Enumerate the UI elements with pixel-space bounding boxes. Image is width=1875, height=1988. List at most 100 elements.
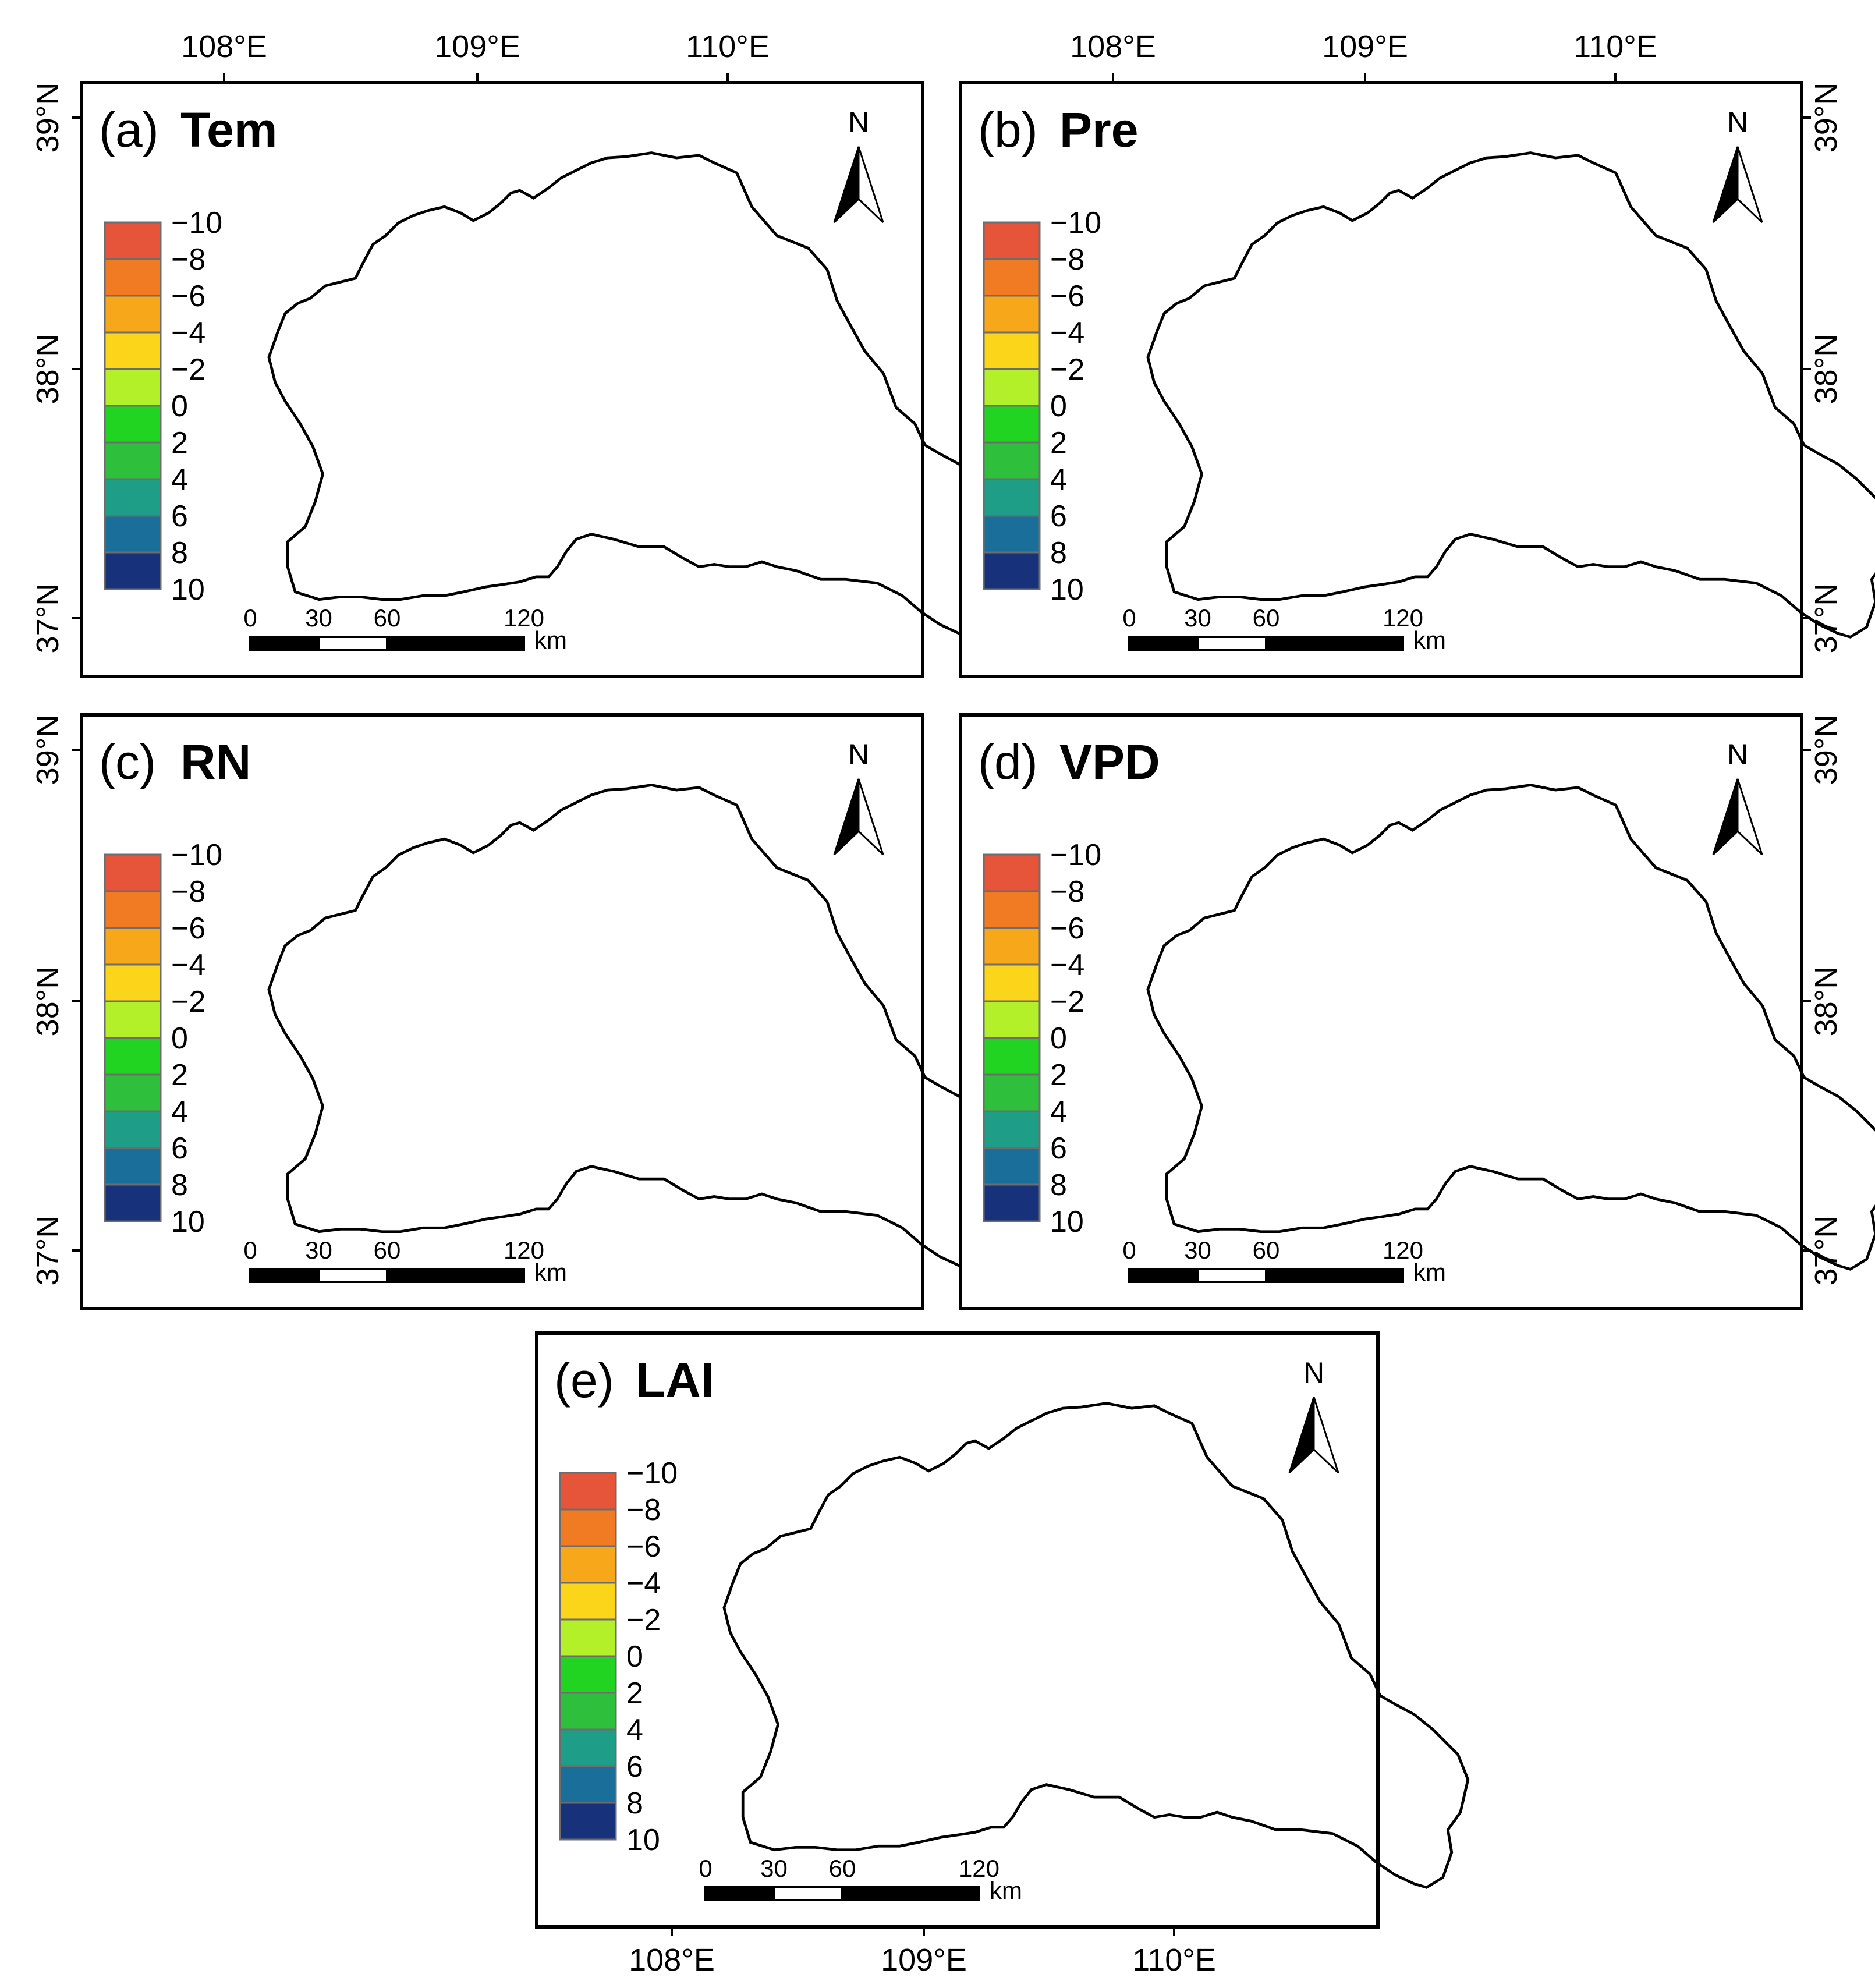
map-cell xyxy=(923,273,934,283)
map-cell xyxy=(941,431,951,441)
map-cell xyxy=(941,282,951,292)
map-cell xyxy=(932,264,942,274)
map-cell xyxy=(950,273,960,283)
map-cell xyxy=(950,598,960,608)
map-cell xyxy=(941,387,951,397)
map-cell xyxy=(932,527,942,538)
map-cell xyxy=(932,176,942,186)
map-cell xyxy=(941,153,951,160)
map-cell xyxy=(932,370,942,380)
map-cell xyxy=(941,492,951,502)
map-cell xyxy=(941,440,951,450)
map-cell xyxy=(923,501,934,511)
map-cell xyxy=(923,168,934,178)
map-cell xyxy=(941,264,951,274)
map-cell xyxy=(932,194,942,204)
map-cell xyxy=(932,290,942,300)
legend-swatch xyxy=(104,405,162,444)
legend-swatch xyxy=(104,478,162,517)
map-cell xyxy=(923,484,934,494)
map-cell xyxy=(941,325,951,336)
map-cell xyxy=(950,422,960,433)
map-cell xyxy=(932,598,942,608)
map-cell xyxy=(932,501,942,511)
map-cell xyxy=(950,580,960,590)
scale-tick-label: 0 xyxy=(243,604,257,632)
map-cell xyxy=(941,220,951,231)
map-cell xyxy=(950,431,960,441)
map-cell xyxy=(950,370,960,380)
map-cell xyxy=(923,413,934,424)
map-cell xyxy=(923,554,934,564)
map-cell xyxy=(950,361,960,371)
legend-label: −8 xyxy=(171,243,205,277)
legend-swatch xyxy=(104,295,162,334)
map-cell xyxy=(932,256,942,265)
legend-label: −4 xyxy=(171,316,205,350)
map-cell xyxy=(923,527,934,538)
legend-label: 6 xyxy=(171,499,188,533)
map-cell xyxy=(932,589,942,599)
map-cell xyxy=(923,378,934,388)
map-cell xyxy=(950,475,960,485)
map-cell xyxy=(1864,153,1874,160)
map-cell xyxy=(941,317,951,327)
scale-segment xyxy=(317,636,388,651)
map-cell xyxy=(932,422,942,433)
north-arrow-icon: N xyxy=(833,106,884,224)
map-cell xyxy=(932,153,942,160)
map-cell xyxy=(1855,153,1865,160)
map-cell xyxy=(932,361,942,371)
map-cell xyxy=(932,185,942,195)
map-cell xyxy=(941,229,951,239)
map-cell xyxy=(923,466,934,476)
map-cell xyxy=(941,352,951,362)
map-cell xyxy=(923,624,934,635)
map-cell xyxy=(950,229,960,239)
map-cell xyxy=(932,607,942,616)
map-cell xyxy=(932,299,942,310)
map-cell xyxy=(941,589,951,599)
map-cell xyxy=(950,519,960,529)
map-cell xyxy=(923,290,934,300)
map-cell xyxy=(941,633,951,637)
map-cell xyxy=(941,572,951,582)
map-cell xyxy=(950,484,960,494)
map-cell xyxy=(950,387,960,397)
map-cell xyxy=(950,633,960,637)
map-cell xyxy=(923,633,934,637)
map-cell xyxy=(932,413,942,424)
map-cell xyxy=(923,492,934,502)
map-cell xyxy=(941,256,951,265)
map-cell xyxy=(950,396,960,406)
map-cell xyxy=(950,299,960,310)
map-cell xyxy=(923,589,934,599)
legend-label: 10 xyxy=(171,573,205,607)
map-cell xyxy=(923,220,934,231)
map-cell xyxy=(941,475,951,485)
map-cell xyxy=(932,580,942,590)
map-cell xyxy=(941,247,951,257)
map-cell xyxy=(950,238,960,248)
map-cell xyxy=(932,229,942,239)
map-cell xyxy=(941,176,951,186)
map-cell xyxy=(941,361,951,371)
map-cell xyxy=(950,308,960,318)
map-cell xyxy=(923,264,934,274)
map-cell xyxy=(923,387,934,397)
map-cell xyxy=(932,510,942,520)
map-cell xyxy=(950,290,960,300)
map-cell xyxy=(941,536,951,547)
map-cell xyxy=(941,466,951,476)
north-label: N xyxy=(848,106,869,139)
map-cell xyxy=(932,220,942,231)
scale-segment xyxy=(249,636,320,651)
map-cell xyxy=(932,484,942,494)
map-cell xyxy=(950,159,960,169)
map-cell xyxy=(941,290,951,300)
map-cell xyxy=(923,510,934,520)
map-cell xyxy=(932,458,942,467)
